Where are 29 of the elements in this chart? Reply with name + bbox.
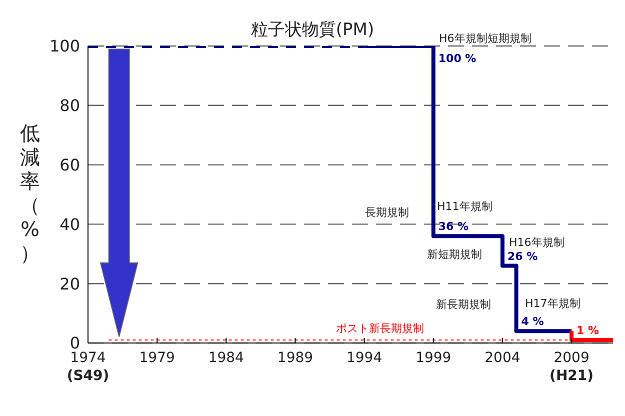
x-tick-label: 2009 (H21) <box>550 350 594 384</box>
y-axis-title: 低減率（%） <box>20 121 40 265</box>
y-tick-label: 0 <box>70 334 80 353</box>
annotation: 新短期規制 <box>427 248 482 261</box>
x-tick-label: 1994 <box>346 350 382 366</box>
data-label: 36 % <box>438 220 469 234</box>
x-tick-label: 1979 <box>139 350 175 366</box>
annotation: H11年規制 <box>437 200 492 213</box>
x-tick-label: 1999 <box>416 350 452 366</box>
x-tick-label: 1989 <box>277 350 314 366</box>
annotation: ポスト新長期規制 <box>336 322 424 335</box>
annotation: H17年規制 <box>525 297 580 310</box>
data-label: 26 % <box>507 250 538 263</box>
data-label: 100 % <box>438 52 476 65</box>
y-tick-label: 20 <box>60 274 80 294</box>
x-tick-label: 1974 (S49) <box>66 350 110 384</box>
data-label: 4 % <box>521 315 544 328</box>
chart-title: 粒子状物質(PM) <box>250 20 374 40</box>
text: H6年規制短期規制 <box>439 32 532 45</box>
y-tick-label: 60 <box>60 155 80 174</box>
x-tick-label: 1984 <box>208 350 244 366</box>
y-tick-label: 80 <box>60 96 80 116</box>
y-tick-label: 100 <box>49 36 80 56</box>
data-label: 1 % <box>576 324 600 338</box>
annotation: H16年規制 <box>509 236 564 249</box>
x-tick-label: 2004 <box>484 350 520 366</box>
annotation: 長期規制 <box>365 206 409 219</box>
y-tick-label: 40 <box>60 214 80 234</box>
annotation: 新長期規制 <box>436 298 491 311</box>
